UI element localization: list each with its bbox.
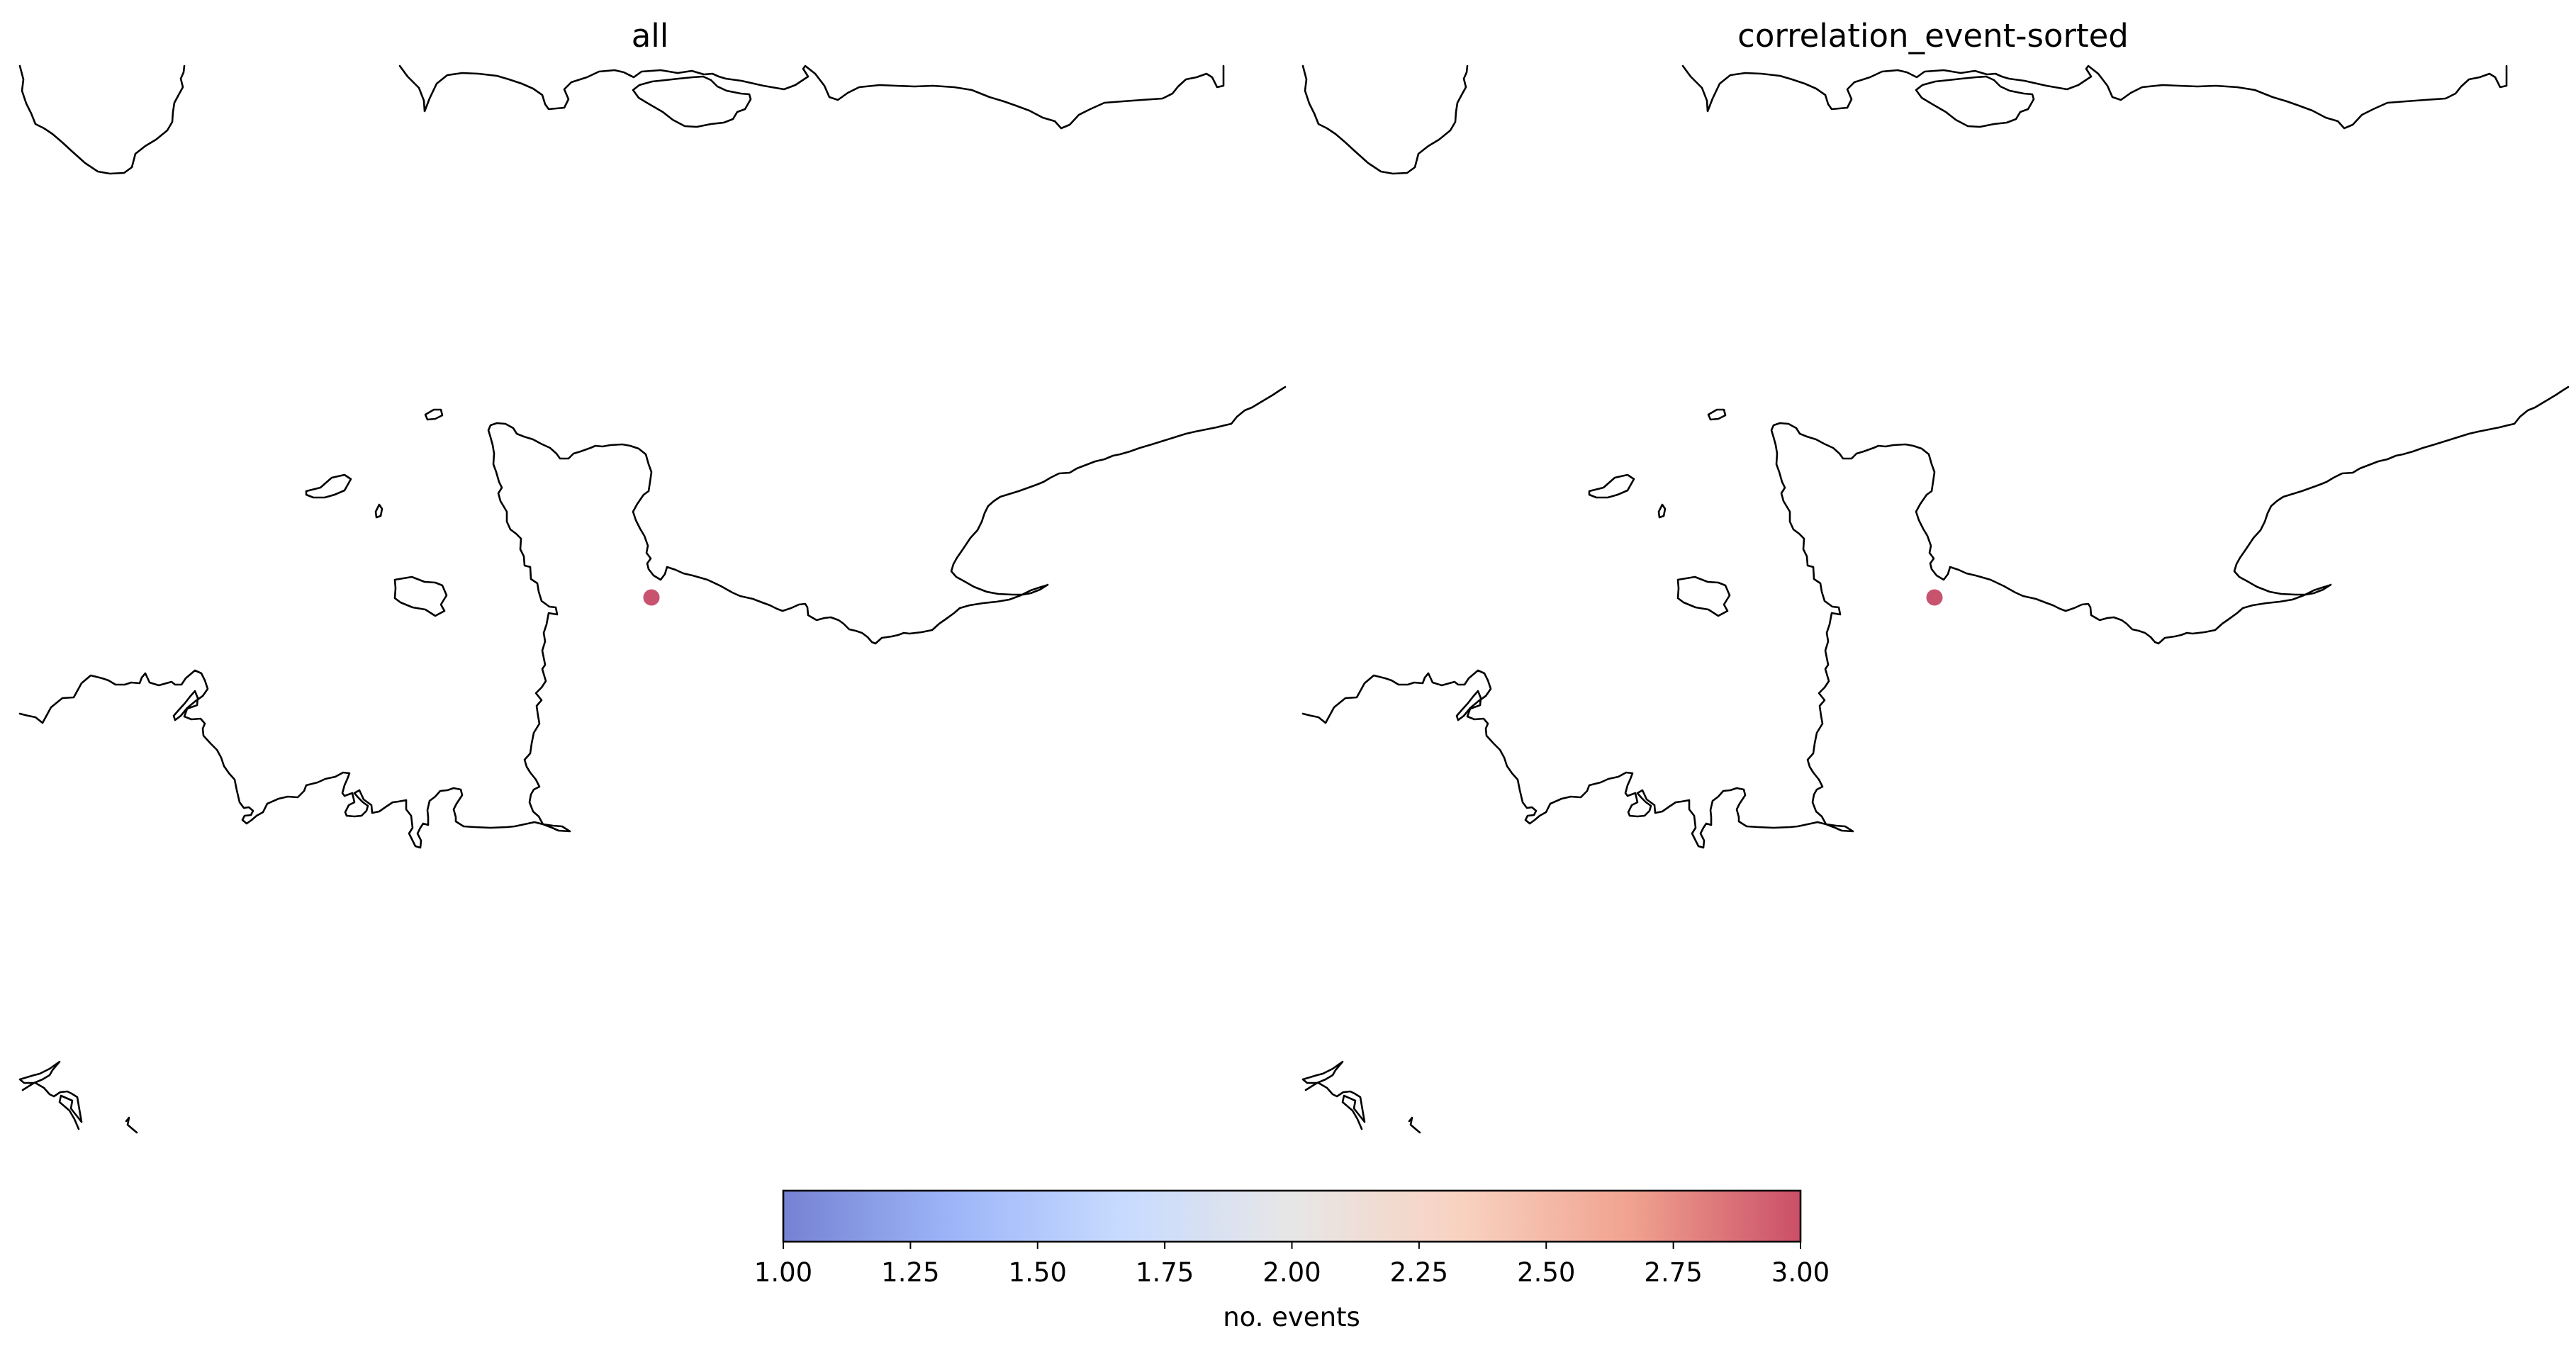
panel-title: correlation_event-sorted	[1737, 17, 2129, 55]
event-markers	[1926, 589, 1943, 606]
colorbar-tick-label: 1.25	[881, 1257, 939, 1288]
colorbar: 1.00 1.25 1.50 1.75 2.00 2.25 2.50 2.75 3.00 no.…	[754, 1189, 1830, 1332]
colorbar-tick-label: 2.00	[1262, 1257, 1321, 1288]
colorbar-label: no. events	[1223, 1302, 1360, 1332]
event-markers	[643, 589, 660, 606]
event-marker	[643, 589, 660, 606]
colorbar-tick-label: 1.50	[1009, 1257, 1067, 1288]
map-panel-correlation: correlation_event-sorted	[1301, 17, 2570, 1134]
colorbar-tick-label: 2.75	[1644, 1257, 1702, 1288]
colorbar-tick-label: 1.75	[1136, 1257, 1194, 1288]
colorbar-gradient	[783, 1191, 1801, 1242]
colorbar-tick-label: 2.25	[1390, 1257, 1448, 1288]
colorbar-tick-label: 2.50	[1517, 1257, 1575, 1288]
colorbar-ticks: 1.00 1.25 1.50 1.75 2.00 2.25 2.50 2.75 3.00	[754, 1242, 1830, 1288]
colorbar-tick-label: 3.00	[1771, 1257, 1830, 1288]
panel-title: all	[632, 17, 669, 55]
colorbar-tick-label: 1.00	[754, 1257, 812, 1288]
map-panel-all: all	[18, 17, 1287, 1134]
event-marker	[1926, 589, 1943, 606]
